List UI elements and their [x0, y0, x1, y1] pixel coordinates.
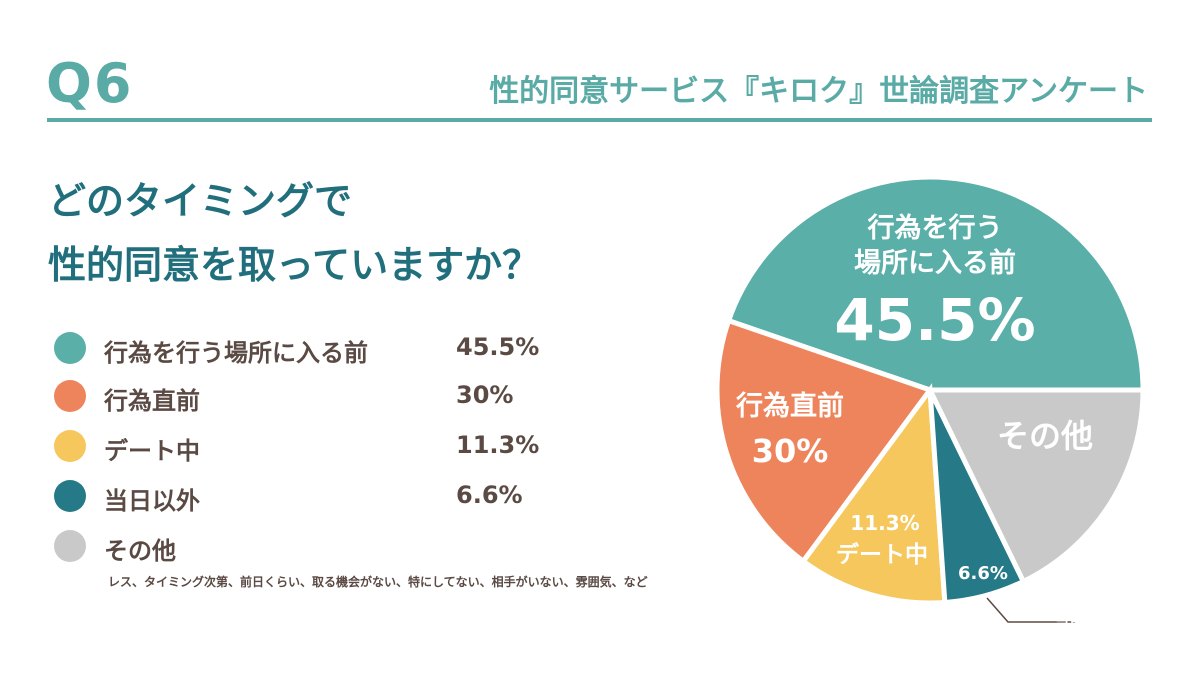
footnote: レス、タイミング次第、前日くらい、取る機会がない、特にしてない、相手がいない、雰…: [108, 575, 648, 589]
question-number: Q6: [46, 52, 134, 115]
legend-swatch: [54, 430, 86, 462]
slice-value: 30%: [752, 432, 829, 470]
slice-label: 場所に入る前: [854, 247, 1016, 279]
legend-swatch: [54, 332, 86, 364]
legend-value: 6.6%: [456, 481, 523, 509]
legend-label: その他: [104, 537, 176, 565]
slice-label: 行為を行う: [867, 212, 1003, 244]
slice-label: デート中: [836, 541, 928, 568]
legend-value: 11.3%: [456, 431, 540, 459]
legend-label: デート中: [104, 437, 200, 465]
slice-label: 行為直前: [735, 390, 844, 422]
slice-value: 6.6%: [958, 563, 1008, 584]
pie-slice: [714, 317, 935, 565]
pie-slice: [925, 387, 1146, 585]
slice-value: 45.5%: [834, 286, 1035, 354]
header-divider: [47, 118, 1152, 122]
legend-value: 45.5%: [456, 333, 540, 361]
legend-swatch: [54, 530, 86, 562]
question-line-1: どのタイミングで: [48, 179, 353, 223]
callout-label: 当日以外: [1055, 614, 1111, 631]
legend-value: 30%: [456, 381, 514, 409]
question-line-2: 性的同意を取っていますか？: [48, 243, 541, 287]
legend-label: 当日以外: [104, 487, 200, 515]
callout-line: [986, 597, 1075, 623]
legend-swatch: [54, 480, 86, 512]
pie-slice: [799, 383, 948, 606]
slice-value: 11.3%: [850, 511, 919, 535]
legend-swatch: [54, 380, 86, 412]
legend-label: 行為直前: [104, 387, 200, 415]
legend-label: 行為を行う場所に入る前: [104, 339, 368, 367]
slice-label: その他: [997, 417, 1093, 455]
pie-slice: [725, 174, 1146, 393]
survey-title: 性的同意サービス『キロク』世論調査アンケート: [489, 74, 1148, 109]
